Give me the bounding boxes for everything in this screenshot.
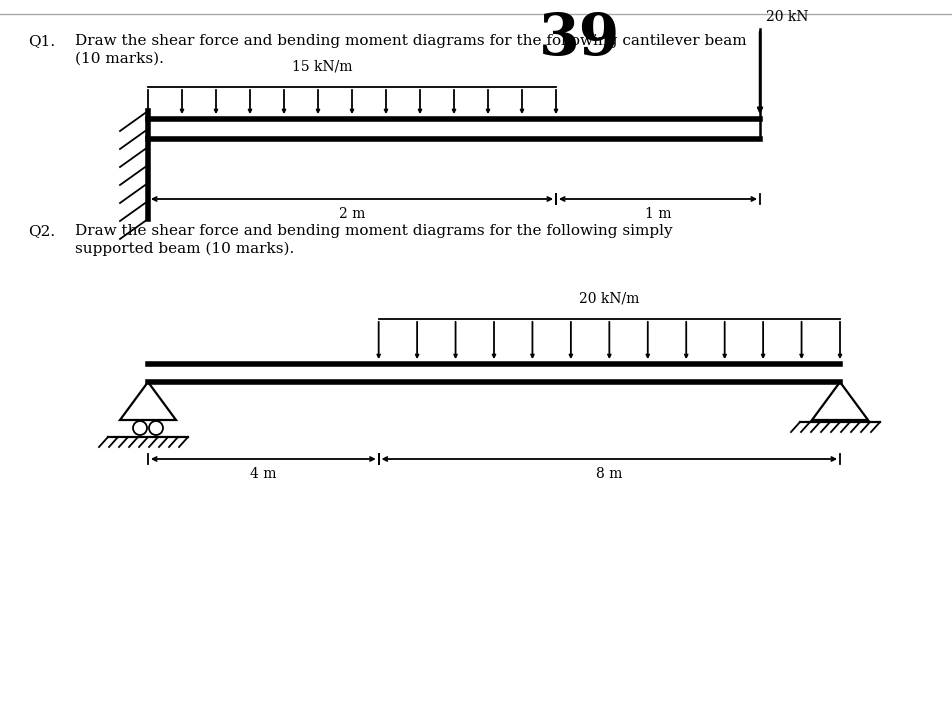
Text: Q1.: Q1.	[28, 34, 55, 48]
Text: Q2.: Q2.	[28, 224, 55, 238]
Text: 15 kN/m: 15 kN/m	[291, 59, 352, 73]
Text: 4 m: 4 m	[249, 467, 276, 481]
Text: 20 kN/m: 20 kN/m	[579, 291, 639, 305]
Text: 2 m: 2 m	[339, 207, 365, 221]
Text: (10 marks).: (10 marks).	[75, 52, 164, 66]
Text: 8 m: 8 m	[596, 467, 622, 481]
Text: 1 m: 1 m	[645, 207, 670, 221]
Text: Draw the shear force and bending moment diagrams for the following cantilever be: Draw the shear force and bending moment …	[75, 34, 745, 48]
Text: Draw the shear force and bending moment diagrams for the following simply: Draw the shear force and bending moment …	[75, 224, 672, 238]
Text: 39: 39	[539, 11, 620, 67]
Text: 20 kN: 20 kN	[765, 10, 807, 24]
Text: supported beam (10 marks).: supported beam (10 marks).	[75, 242, 294, 256]
